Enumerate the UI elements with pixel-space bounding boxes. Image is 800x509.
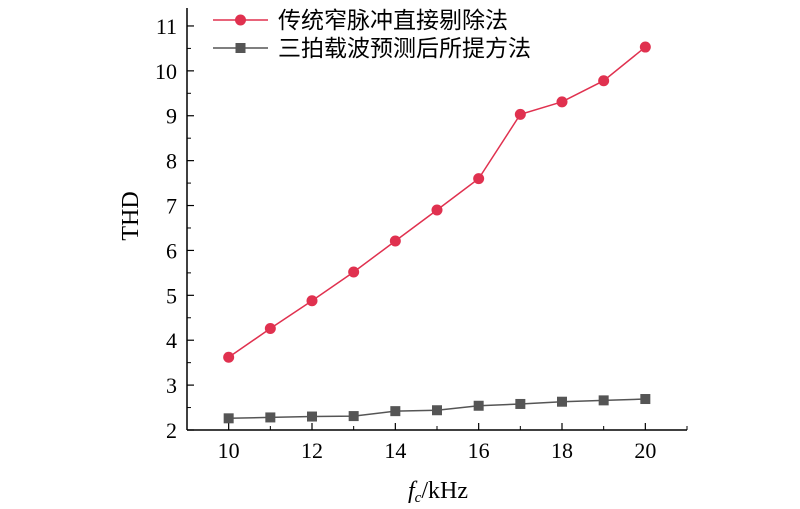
series-1	[223, 41, 651, 363]
legend-label: 传统窄脉冲直接剔除法	[278, 8, 508, 33]
data-point	[235, 14, 246, 26]
x-tick-label: 16	[468, 438, 490, 463]
data-point	[265, 412, 276, 423]
ticks: 2 3 4 5 6 7 8 9 10 11 10 12 14 16 18 20	[155, 14, 688, 463]
series-2	[223, 394, 651, 424]
y-tick-label: 8	[166, 149, 177, 174]
data-point	[348, 266, 360, 278]
data-point	[598, 395, 609, 406]
x-tick-label: 12	[301, 438, 323, 463]
y-tick-label: 3	[166, 373, 177, 398]
data-point	[223, 351, 235, 363]
data-point	[432, 405, 442, 416]
y-axis-label: THD	[118, 191, 144, 240]
series-line	[228, 46, 646, 358]
data-point	[223, 413, 234, 424]
x-tick-label: 14	[384, 438, 406, 463]
x-axis-label: fc/kHz	[408, 478, 468, 506]
data-point	[557, 396, 567, 407]
y-tick-label: 2	[166, 418, 177, 443]
data-point	[514, 108, 526, 120]
y-tick-label: 10	[155, 59, 177, 84]
legend-label: 三拍载波预测后所提方法	[278, 36, 531, 61]
y-tick-label: 7	[166, 194, 177, 219]
y-tick-label: 6	[166, 238, 177, 263]
data-point	[639, 41, 651, 53]
x-tick-label: 20	[634, 438, 656, 463]
y-tick-label: 9	[166, 104, 177, 129]
data-point	[235, 43, 246, 53]
data-point	[598, 75, 610, 87]
data-point	[390, 406, 401, 417]
data-point	[348, 411, 359, 422]
data-point	[515, 398, 526, 409]
y-tick-label: 11	[156, 14, 177, 39]
data-point	[473, 400, 484, 411]
legend-entry-2: 三拍载波预测后所提方法	[213, 36, 531, 61]
x-tick-label: 18	[551, 438, 573, 463]
data-point	[307, 411, 317, 422]
data-point	[389, 235, 401, 247]
y-tick-label: 5	[166, 283, 177, 308]
data-point	[640, 394, 651, 405]
series-layer	[223, 41, 651, 424]
legend-entry-1: 传统窄脉冲直接剔除法	[213, 8, 508, 33]
data-point	[473, 173, 485, 185]
y-tick-label: 4	[166, 328, 177, 353]
axes	[186, 8, 687, 431]
x-tick-label: 10	[218, 438, 240, 463]
data-point	[306, 295, 318, 307]
data-point	[431, 204, 443, 216]
data-point	[556, 96, 568, 108]
data-point	[264, 323, 276, 335]
